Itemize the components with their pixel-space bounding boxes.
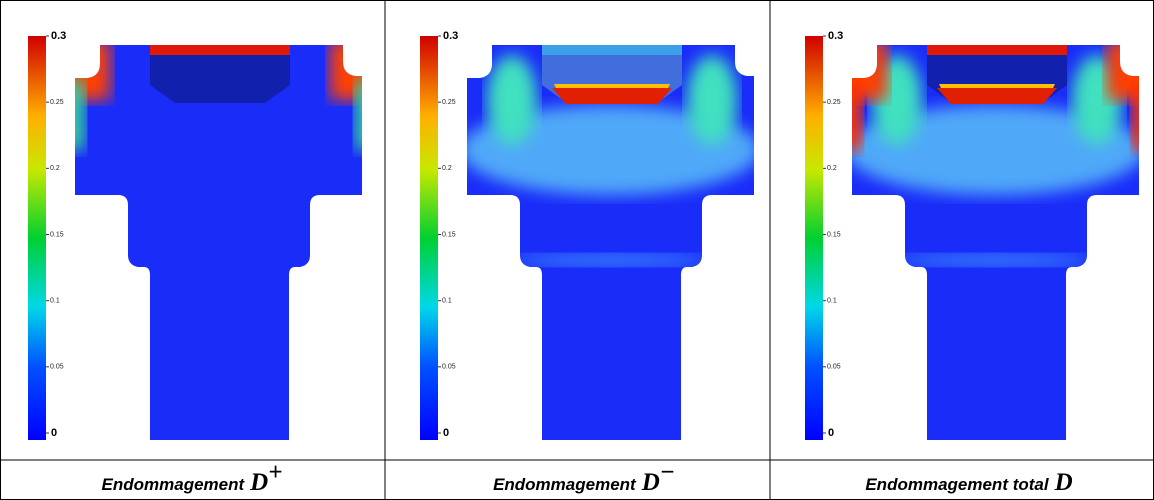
field-zone	[487, 55, 537, 145]
colorbar-label: 0.1	[50, 298, 60, 305]
colorbar-label: 0.05	[50, 364, 64, 371]
caption-symbol: D	[249, 469, 268, 496]
colorbar-label: 0	[828, 427, 834, 439]
caption-sup: −	[660, 459, 675, 486]
colorbar-label: 0.3	[51, 30, 66, 42]
field-zone	[852, 80, 862, 150]
field-zone	[895, 254, 1095, 266]
colorbar-label: 0.25	[50, 99, 64, 106]
contact-zone	[552, 88, 672, 104]
caption-text: Endommagement	[493, 475, 637, 494]
panel: 0 0.05 0.1 0.15 0.2 0.25 0.3 Endommagement D+	[28, 30, 362, 496]
caption: Endommagement D+	[102, 459, 283, 496]
panel: 0 0.05 0.1 0.15 0.2 0.25 0.3 Endommagement D−	[420, 30, 754, 496]
colorbar-label: 0.15	[50, 231, 64, 238]
colorbar-label: 0	[443, 427, 449, 439]
colorbar-label: 0.2	[827, 165, 837, 172]
panel: 0 0.05 0.1 0.15 0.2 0.25 0.3 Endommagement tota…	[805, 30, 1139, 496]
caption-sup: +	[268, 459, 282, 486]
die-top	[927, 45, 1067, 55]
die-top	[542, 45, 682, 55]
caption-text: Endommagement total	[865, 475, 1050, 494]
colorbar-label: 0.1	[827, 298, 837, 305]
colorbar-label: 0	[51, 427, 57, 439]
colorbar	[420, 36, 438, 440]
colorbar	[28, 36, 46, 440]
field-zone	[1107, 45, 1139, 100]
colorbar-label: 0.1	[442, 298, 452, 305]
die	[150, 45, 290, 103]
field-zone	[687, 55, 737, 145]
field-zone	[75, 80, 85, 150]
contact-zone	[937, 88, 1057, 104]
field-zone	[467, 105, 754, 195]
contact-zone	[554, 84, 670, 88]
contact-zone	[939, 84, 1055, 88]
colorbar-label: 0.2	[442, 165, 452, 172]
colorbar-label: 0.3	[443, 30, 458, 42]
colorbar	[805, 36, 823, 440]
caption-symbol: D	[641, 469, 660, 496]
colorbar-label: 0.15	[442, 231, 456, 238]
field-zone	[355, 80, 362, 150]
field-zone	[852, 105, 1139, 195]
caption: Endommagement D−	[493, 459, 675, 496]
colorbar-label: 0.05	[442, 364, 456, 371]
caption: Endommagement total D	[865, 469, 1072, 496]
field-zone	[1132, 80, 1139, 150]
caption-text: Endommagement	[102, 475, 246, 494]
colorbar-label: 0.2	[50, 165, 60, 172]
colorbar-label: 0.05	[827, 364, 841, 371]
colorbar-label: 0.3	[828, 30, 843, 42]
colorbar-label: 0.25	[442, 99, 456, 106]
colorbar-label: 0.15	[827, 231, 841, 238]
field-zone	[510, 254, 710, 266]
die-top	[150, 45, 290, 55]
colorbar-label: 0.25	[827, 99, 841, 106]
caption-symbol: D	[1054, 469, 1073, 496]
